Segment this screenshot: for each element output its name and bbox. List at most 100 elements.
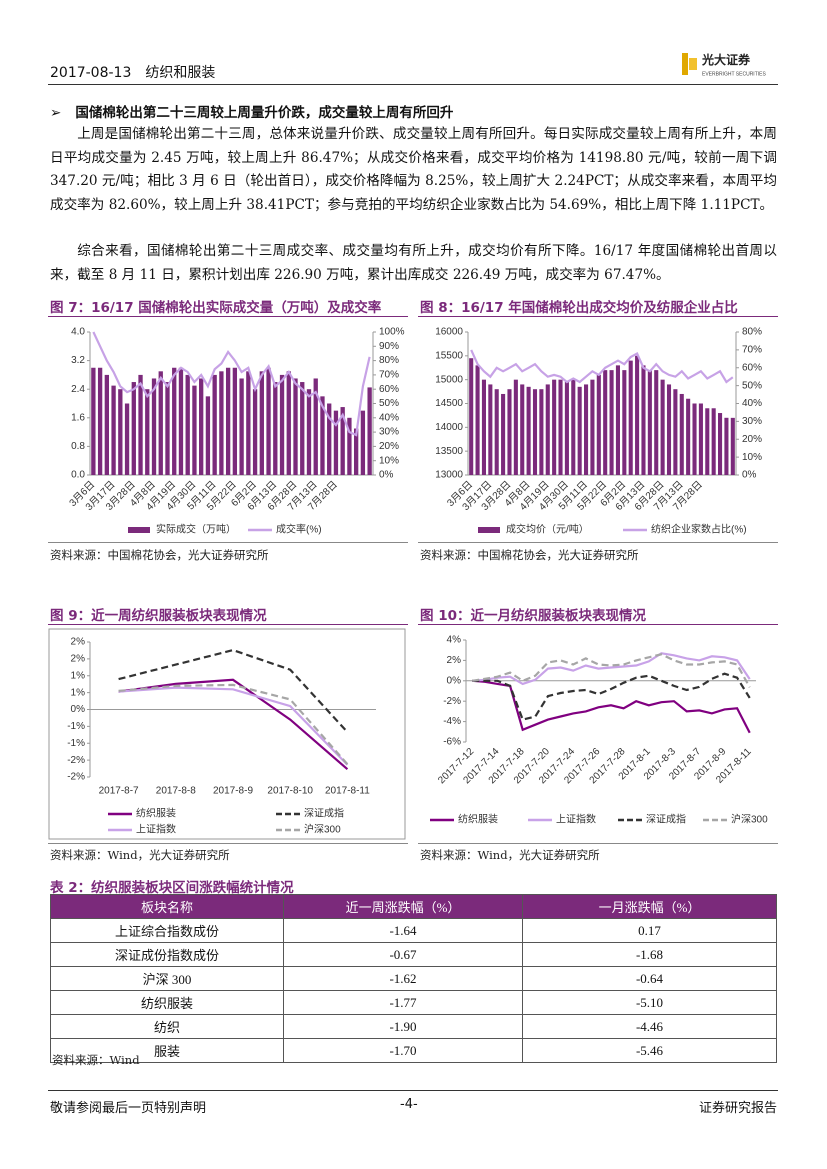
bar (327, 403, 332, 475)
y-tick-label: 14000 (435, 422, 463, 433)
bar (131, 382, 136, 475)
legend-label: 成交率(%) (276, 523, 322, 536)
figure-title: 图 7：16/17 国储棉轮出实际成交量（万吨）及成交率 (50, 300, 382, 316)
bar (532, 389, 538, 475)
y-tick-label: 4% (447, 635, 462, 646)
bar (526, 386, 531, 475)
legend-label: 上证指数 (556, 813, 596, 826)
y-tick-label: 2% (447, 655, 462, 666)
sector: 纺织和服装 (145, 65, 216, 81)
figure-rule (48, 843, 408, 844)
bar (577, 386, 582, 475)
bar (654, 370, 659, 475)
bar (172, 367, 177, 475)
bar (660, 379, 665, 475)
figure-rule (418, 316, 778, 317)
header-cell: 板块名称 (50, 894, 284, 919)
row: 纺织 -1.90 -4.46 (50, 1014, 777, 1039)
y-tick-label: -2% (443, 696, 461, 707)
bar (192, 385, 197, 475)
bar (692, 403, 697, 475)
y2-tick-label: 60% (742, 362, 762, 373)
bar (225, 367, 231, 475)
cell: -1.62 (283, 966, 523, 991)
footer-page: -4- (400, 1097, 418, 1112)
y-tick-label: 1% (71, 687, 86, 698)
paragraph: 上周是国储棉轮出第二十三周，总体来说量升价跌、成交量较上周有所回升。每日实际成交… (50, 126, 777, 213)
header-cell: 近一周涨跌幅（%） (283, 894, 523, 919)
bar (494, 389, 499, 475)
legend-label: 纺织服装 (458, 813, 498, 826)
x-tick-label: 2017-8-9 (213, 786, 253, 797)
y2-tick-label: 30% (742, 416, 762, 427)
bar (724, 417, 729, 475)
bar (481, 379, 486, 475)
y2-tick-label: 0% (379, 470, 394, 481)
y2-tick-label: 20% (379, 441, 399, 452)
bar (300, 382, 305, 475)
bar (718, 413, 723, 475)
legend-label: 上证指数 (136, 823, 176, 836)
bar (730, 417, 735, 475)
bar (628, 360, 633, 475)
header-cell: 一月涨跌幅（%） (522, 894, 777, 919)
legend-swatch (478, 527, 500, 533)
source: 资料来源：中国棉花协会，光大证券研究所 (50, 548, 269, 562)
bar (266, 367, 271, 475)
cell: 0.17 (522, 918, 777, 943)
figure-rule (418, 843, 778, 844)
bar (584, 384, 589, 475)
y-tick-label: 2.4 (71, 384, 85, 395)
legend-label: 深证成指 (304, 807, 344, 820)
bar (313, 378, 318, 475)
bar (212, 374, 217, 475)
bar (609, 370, 614, 475)
y2-tick-label: 40% (742, 398, 762, 409)
y-tick-label: 0% (71, 704, 86, 715)
bar (488, 384, 493, 475)
bar (199, 378, 204, 475)
cell: 上证综合指数成份 (50, 918, 284, 943)
header-rule (48, 84, 778, 85)
cell: -1.77 (283, 990, 523, 1015)
bar (705, 408, 710, 475)
series-line (472, 653, 751, 688)
legend-label: 实际成交（万吨） (156, 523, 236, 536)
y-tick-label: 16000 (435, 327, 463, 338)
y-tick-label: 2% (71, 654, 86, 665)
bar (558, 379, 563, 475)
source: 资料来源：Wind (52, 1053, 140, 1067)
bar (475, 365, 480, 475)
figure-rule (48, 624, 408, 625)
y2-tick-label: 60% (379, 384, 399, 395)
chart-frame (48, 628, 406, 840)
x-tick-label: 2017-8-7 (99, 786, 139, 797)
row: 沪深 300 -1.62 -0.64 (50, 966, 777, 991)
bar (185, 374, 190, 475)
series-line (92, 331, 371, 437)
cell: -4.46 (522, 1014, 777, 1039)
y-tick-label: 15000 (435, 374, 463, 385)
figure-title: 图 8：16/17 年国储棉轮出成交均价及纺服企业占比 (420, 300, 738, 316)
bar (320, 396, 325, 475)
legend-label: 沪深300 (304, 823, 341, 836)
bar (178, 367, 184, 475)
cell: -1.68 (522, 942, 777, 967)
y-tick-label: 2% (71, 637, 86, 648)
bar (219, 371, 224, 475)
cell: -0.67 (283, 942, 523, 967)
cell: 纺织服装 (50, 990, 284, 1015)
cell: 服装 (50, 1038, 284, 1063)
figure-title: 图 9：近一周纺织服装板块表现情况 (50, 608, 267, 624)
legend-label: 纺织服装 (136, 807, 176, 820)
y-tick-label: 13000 (435, 470, 463, 481)
series-line (470, 349, 734, 384)
bar (239, 378, 244, 475)
cell: -5.46 (522, 1038, 777, 1063)
bar (232, 367, 238, 475)
bar (124, 403, 130, 475)
cell: 沪深 300 (50, 966, 284, 991)
x-tick-label: 2017-8-10 (267, 786, 313, 797)
chart: 13000 13500 14000 14500 15000 15500 16000 0% 10%… (435, 327, 762, 536)
figure-rule (418, 542, 778, 543)
